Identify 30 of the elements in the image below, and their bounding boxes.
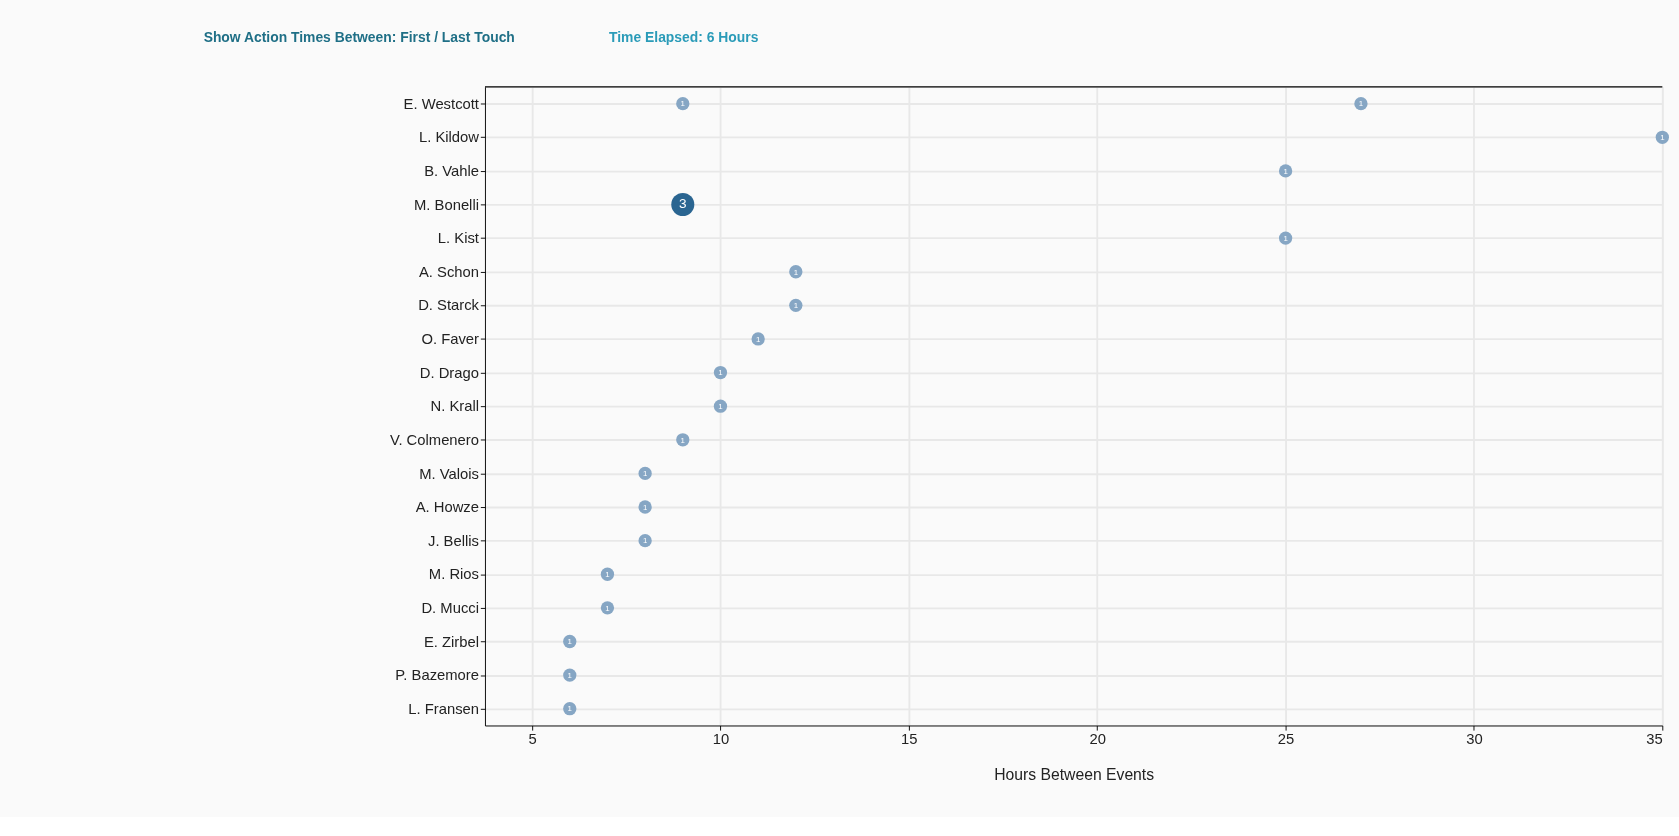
x-tick-label: 25 — [1277, 731, 1295, 748]
y-tick-label: L. Fransen — [408, 700, 479, 717]
y-tick-label: D. Drago — [419, 364, 479, 381]
x-tick-label: 30 — [1466, 731, 1483, 748]
data-label: 3 — [679, 196, 687, 212]
y-tick-label: E. Westcott — [403, 95, 479, 112]
y-tick-label: M. Rios — [428, 566, 479, 583]
y-tick-label: B. Vahle — [424, 162, 479, 179]
y-tick-label: M. Valois — [419, 465, 479, 482]
y-tick-label: M. Bonelli — [414, 196, 479, 213]
y-tick-label: P. Bazemore — [395, 667, 479, 684]
x-tick-label: 15 — [901, 731, 918, 748]
y-tick-label: O. Faver — [421, 331, 480, 348]
y-tick-label: N. Krall — [430, 398, 479, 415]
y-tick-label: D. Mucci — [421, 599, 479, 616]
y-tick-label: A. Schon — [418, 263, 479, 280]
y-tick-label: L. Kildow — [418, 129, 480, 146]
y-tick-label: V. Colmenero — [389, 431, 479, 448]
x-axis-title: Hours Between Events — [994, 765, 1155, 783]
y-tick-label: E. Zirbel — [423, 633, 479, 650]
y-tick-label: J. Bellis — [428, 532, 479, 549]
x-tick-label: 5 — [528, 731, 537, 748]
text: Show Action Times Between: First / Last Touch — [203, 28, 515, 45]
x-tick-label: 35 — [1646, 731, 1663, 748]
y-tick-label: A. Howze — [415, 499, 479, 516]
x-tick-label: 20 — [1089, 731, 1106, 748]
text: Time Elapsed: 6 Hours — [609, 28, 759, 45]
y-tick-label: D. Starck — [418, 297, 480, 314]
y-tick-label: L. Kist — [437, 230, 479, 247]
x-tick-label: 10 — [712, 731, 730, 748]
